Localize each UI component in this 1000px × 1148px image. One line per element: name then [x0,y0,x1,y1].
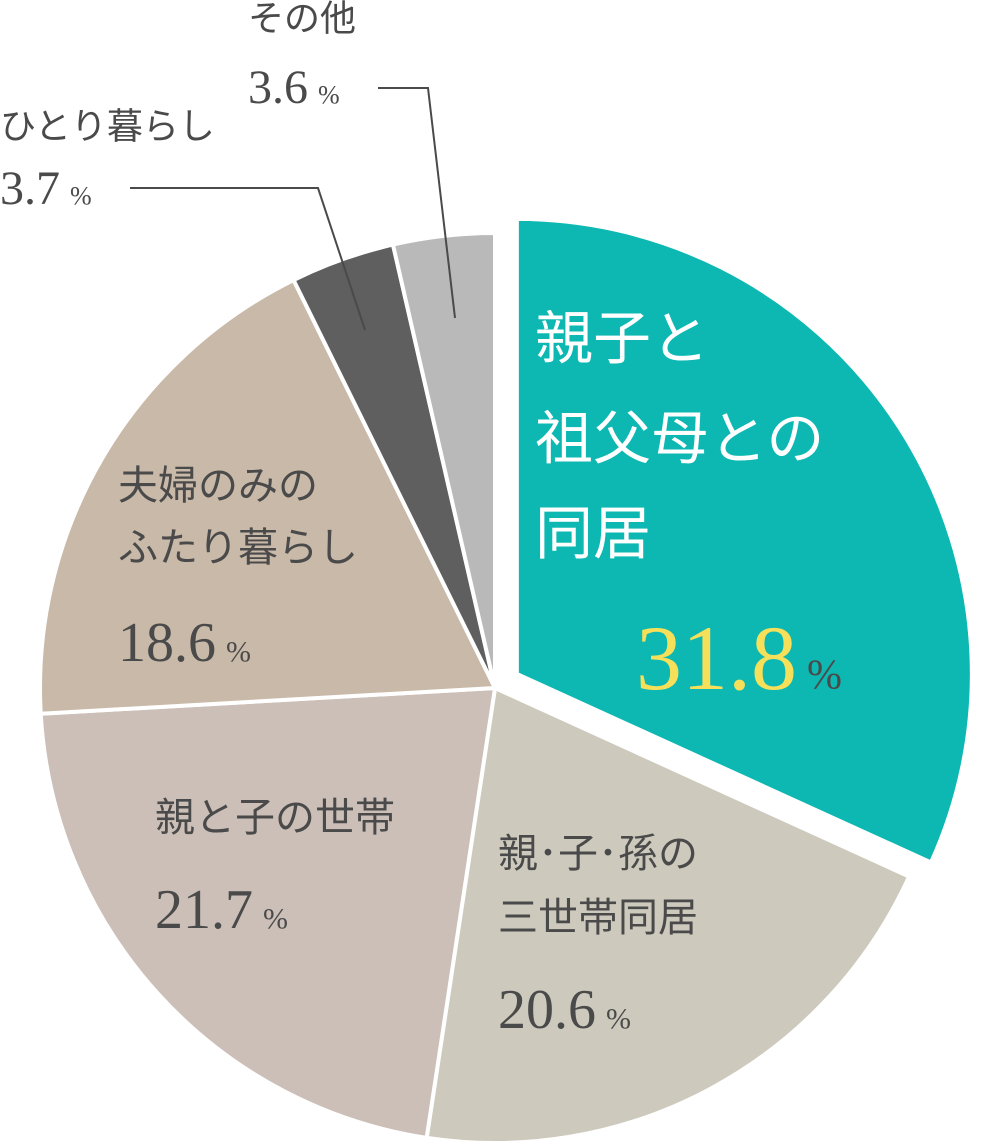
slice-label: 親子と [535,306,709,371]
pie-slice [514,216,974,866]
pie-slice [38,277,499,716]
slice-label: その他 [248,0,356,38]
value-label: 31.8 [636,607,797,709]
unit-label: % [318,81,340,110]
value-label: 21.7 [155,879,253,941]
unit-label: % [606,1003,631,1036]
unit-label: % [70,182,92,211]
slice-label: 祖父母との [535,406,824,471]
unit-label: % [807,653,842,699]
slice-label: 夫婦のみの [118,463,318,508]
slice-label: 三世帯同居 [498,895,698,940]
pie-slice [38,685,498,1141]
value-label: 18.6 [118,612,216,674]
slice-label: ふたり暮らし [118,525,358,570]
slice-label: 同居 [535,501,651,566]
value-label: 3.6 [248,61,308,114]
value-label: 20.6 [498,979,596,1041]
unit-label: % [263,903,288,936]
unit-label: % [226,636,251,669]
pie-slice [390,230,497,689]
slice-label: 親･子･孫の [498,831,698,876]
leader-line [130,187,366,331]
slice-label: 親と子の世帯 [155,795,395,840]
pie-slice [424,685,912,1146]
slice-label: ひとり暮らし [0,106,215,146]
leader-line [378,87,456,319]
value-label: 3.7 [0,162,60,215]
